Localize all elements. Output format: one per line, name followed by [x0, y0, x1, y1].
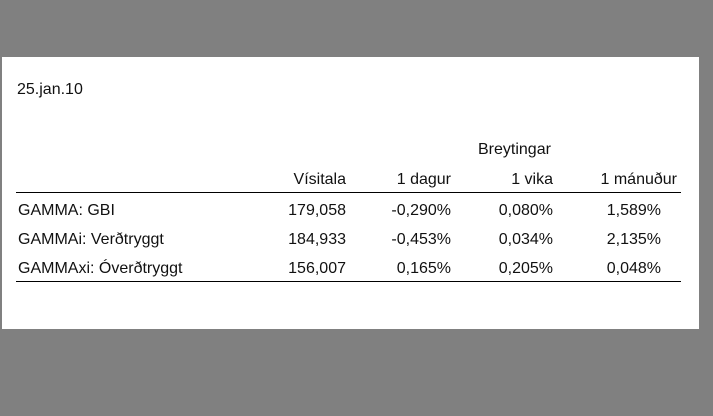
row-visitala: 156,007: [288, 260, 346, 277]
row-visitala: 179,058: [288, 202, 346, 219]
col-header-1-dagur: 1 dagur: [396, 171, 451, 188]
col-header-1-vika: 1 vika: [511, 171, 553, 188]
row-1-vika: 0,080%: [498, 202, 553, 219]
row-1-manudur: 1,589%: [606, 202, 661, 219]
row-1-dagur: -0,453%: [391, 231, 451, 248]
date-label: 25.jan.10: [17, 81, 83, 98]
index-sheet: 25.jan.10 Breytingar Vísitala 1 dagur 1 …: [2, 57, 699, 329]
row-1-dagur: -0,290%: [391, 202, 451, 219]
col-header-visitala: Vísitala: [293, 171, 346, 188]
row-visitala: 184,933: [288, 231, 346, 248]
row-1-manudur: 2,135%: [606, 231, 661, 248]
header-rule: [16, 192, 681, 193]
row-name: GAMMAi: Verðtryggt: [18, 231, 164, 248]
col-header-1-manudur: 1 mánuður: [600, 171, 678, 188]
changes-group-header: Breytingar: [478, 141, 551, 158]
row-1-vika: 0,034%: [498, 231, 553, 248]
row-1-vika: 0,205%: [498, 260, 553, 277]
row-name: GAMMA: GBI: [18, 202, 115, 219]
row-1-manudur: 0,048%: [606, 260, 661, 277]
footer-rule: [16, 281, 681, 282]
row-1-dagur: 0,165%: [396, 260, 451, 277]
row-name: GAMMAxi: Óverðtryggt: [18, 260, 183, 277]
